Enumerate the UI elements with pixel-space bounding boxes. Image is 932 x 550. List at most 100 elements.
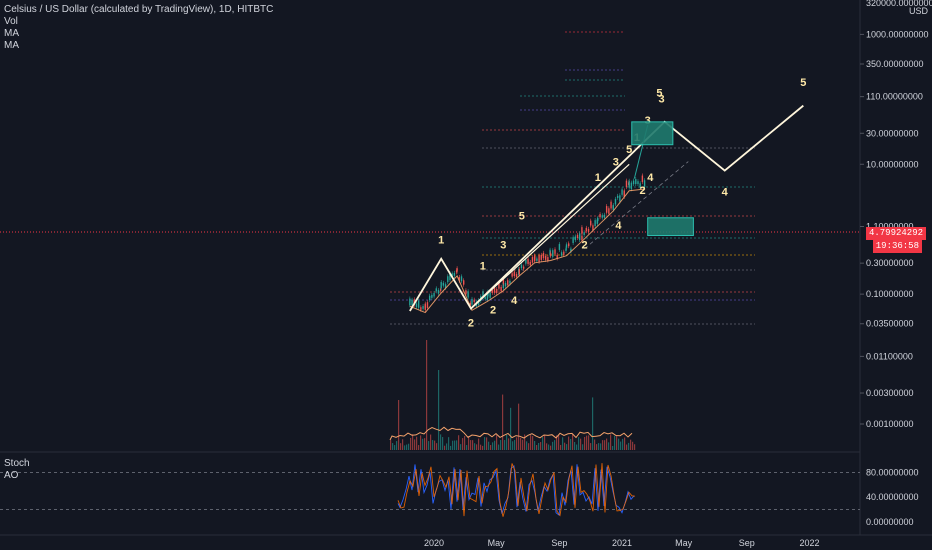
volume-bar (436, 443, 438, 450)
volume-bar (568, 436, 570, 450)
volume-bar (502, 394, 504, 450)
volume-bar (556, 435, 558, 450)
candle-body (544, 255, 547, 260)
volume-bar (560, 444, 562, 450)
volume-bar (578, 437, 580, 450)
candle-body (460, 276, 463, 282)
volume-bar (416, 436, 418, 450)
volume-bar (472, 440, 474, 450)
volume-bar (402, 439, 404, 450)
volume-bar (510, 407, 512, 450)
candle-body (529, 261, 531, 266)
price-tick-label: 30.00000000 (866, 128, 919, 138)
candle-body (599, 214, 601, 218)
candle-body (616, 195, 619, 198)
indicator-vol[interactable]: Vol (4, 16, 18, 27)
candle-body (507, 280, 509, 286)
wave-label: 1 (438, 235, 444, 247)
volume-bar (616, 435, 618, 450)
volume-bar (566, 444, 568, 450)
volume-bar (524, 434, 526, 450)
current-price-badge: 4.79924292 (865, 227, 926, 240)
volume-bar (544, 435, 546, 450)
wave-label: 1 (595, 172, 601, 184)
price-tick-label: 1.10000000 (866, 222, 914, 232)
candle-body (515, 273, 518, 278)
volume-bar (468, 436, 470, 450)
candle-body (467, 291, 469, 298)
volume-bar (530, 435, 532, 450)
volume-bar (456, 440, 458, 450)
candle-body (576, 234, 579, 238)
volume-bar (458, 435, 460, 450)
candle-body (540, 254, 542, 260)
volume-bar (558, 434, 560, 450)
price-ma-line (409, 188, 646, 314)
candle-body (565, 244, 568, 248)
volume-bar (624, 437, 626, 450)
candle-body (630, 182, 633, 190)
volume-bar (600, 443, 602, 450)
indicator-ma-2[interactable]: MA (4, 40, 19, 51)
indicator-ao[interactable]: AO (4, 470, 19, 481)
indicator-ma-1[interactable]: MA (4, 28, 19, 39)
candle-body (509, 280, 511, 284)
volume-bar (414, 439, 416, 450)
wave-label: 1 (480, 260, 486, 272)
volume-bar (634, 444, 636, 450)
wave-label: 4 (722, 187, 729, 199)
volume-bar (438, 370, 440, 450)
candle-body (552, 250, 554, 257)
volume-bar (450, 445, 452, 450)
volume-bar (394, 445, 396, 450)
volume-bar (434, 440, 436, 450)
candle-body (625, 180, 628, 188)
candle-body (469, 302, 472, 306)
stoch-d-line (397, 463, 636, 517)
volume-bar (620, 441, 622, 450)
candle-body (603, 214, 606, 218)
candle-body (471, 298, 473, 305)
volume-ma-line (389, 426, 633, 441)
volume-bar (546, 443, 548, 450)
volume-bar (470, 440, 472, 450)
candle-body (563, 251, 565, 255)
target-zones[interactable] (631, 121, 694, 236)
volume-bar (448, 437, 450, 450)
volume-bar (582, 444, 584, 450)
elliott-wave-drawing[interactable]: 12123451234513532445 (409, 77, 807, 329)
candle-body (554, 249, 556, 254)
indicator-stoch[interactable]: Stoch (4, 458, 30, 469)
candle-body (500, 286, 502, 292)
candle-body (619, 195, 621, 202)
osc-tick-label: 0.00000000 (866, 517, 914, 527)
bar-countdown-badge: 19:36:58 (872, 240, 922, 253)
candle-body (453, 272, 456, 276)
time-tick-label: 2022 (799, 538, 819, 548)
price-tick-label: 110.00000000 (866, 92, 923, 102)
candle-body (549, 253, 552, 256)
candle-body (444, 284, 447, 288)
volume-bar (440, 434, 442, 450)
volume-bar (504, 440, 506, 450)
wave-main-path (409, 104, 804, 312)
price-tick-label: 1000.00000000 (866, 29, 929, 39)
volume-bar (576, 444, 578, 450)
candle-body (536, 258, 538, 261)
volume-bar (520, 437, 522, 450)
wave-label: 3 (645, 115, 651, 127)
chart-title[interactable]: Celsius / US Dollar (calculated by Tradi… (4, 4, 274, 15)
volume-bar (390, 440, 392, 450)
volume-bar (506, 435, 508, 450)
volume-bar (512, 441, 514, 450)
volume-bar (400, 443, 402, 450)
candle-body (547, 257, 549, 261)
chart-legend: Celsius / US Dollar (calculated by Tradi… (4, 4, 273, 52)
price-tick-label: 0.10000000 (866, 289, 914, 299)
time-tick-label: May (488, 538, 506, 548)
candle-body (538, 255, 540, 262)
candle-body (590, 220, 592, 226)
volume-bar (564, 442, 566, 450)
candle-body (635, 179, 637, 185)
